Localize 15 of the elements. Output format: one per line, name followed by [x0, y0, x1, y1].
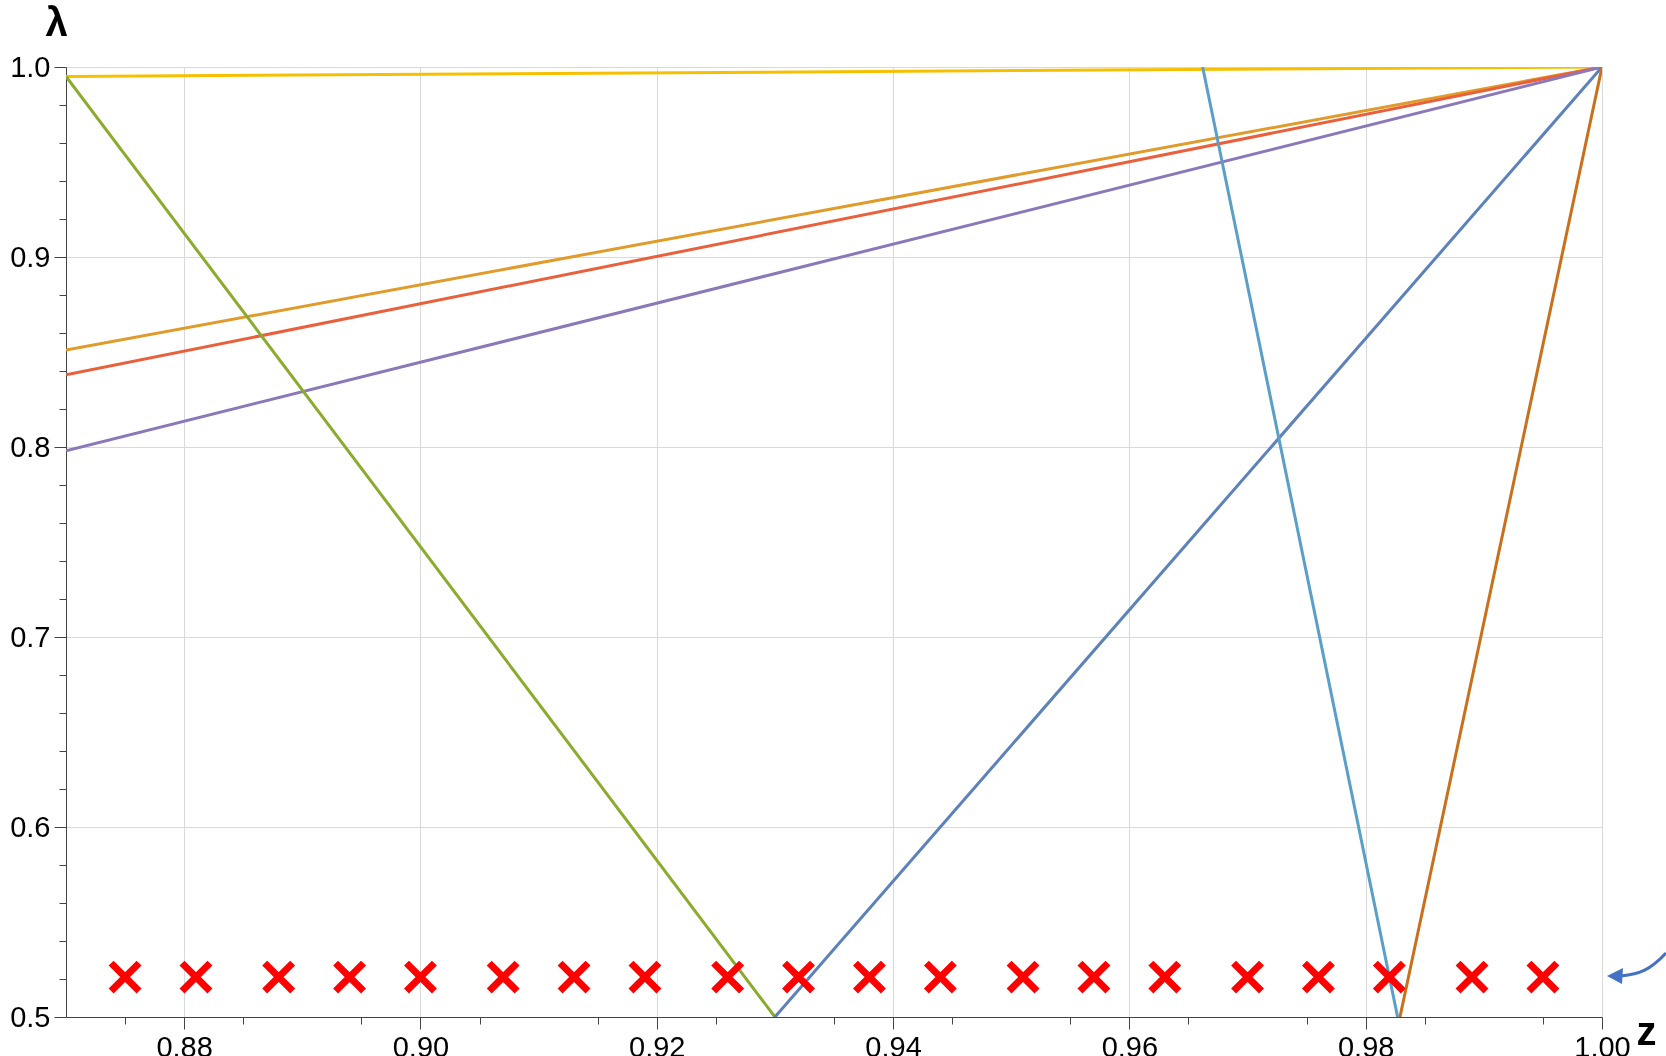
x-tick-label: 0.98: [1337, 1030, 1395, 1056]
x-tick-label: 0.90: [392, 1030, 450, 1056]
x-tick-label: 0.88: [156, 1030, 213, 1056]
y-tick-label: 0.6: [10, 810, 51, 843]
y-tick-label: 0.8: [10, 430, 51, 463]
x-tick-label: 0.92: [629, 1030, 686, 1056]
y-tick-label: 0.7: [10, 620, 51, 653]
x-tick-label: 0.96: [1101, 1030, 1159, 1056]
x-tick-label: 1.00: [1574, 1030, 1631, 1056]
y-tick-label: 0.5: [10, 1000, 51, 1033]
x-tick-label: 0.94: [865, 1030, 922, 1056]
y-tick-label: 0.9: [10, 240, 51, 273]
y-axis-title: λ: [45, 0, 68, 44]
y-tick-label: 1.0: [10, 50, 51, 83]
x-axis-title: z: [1636, 1008, 1657, 1053]
